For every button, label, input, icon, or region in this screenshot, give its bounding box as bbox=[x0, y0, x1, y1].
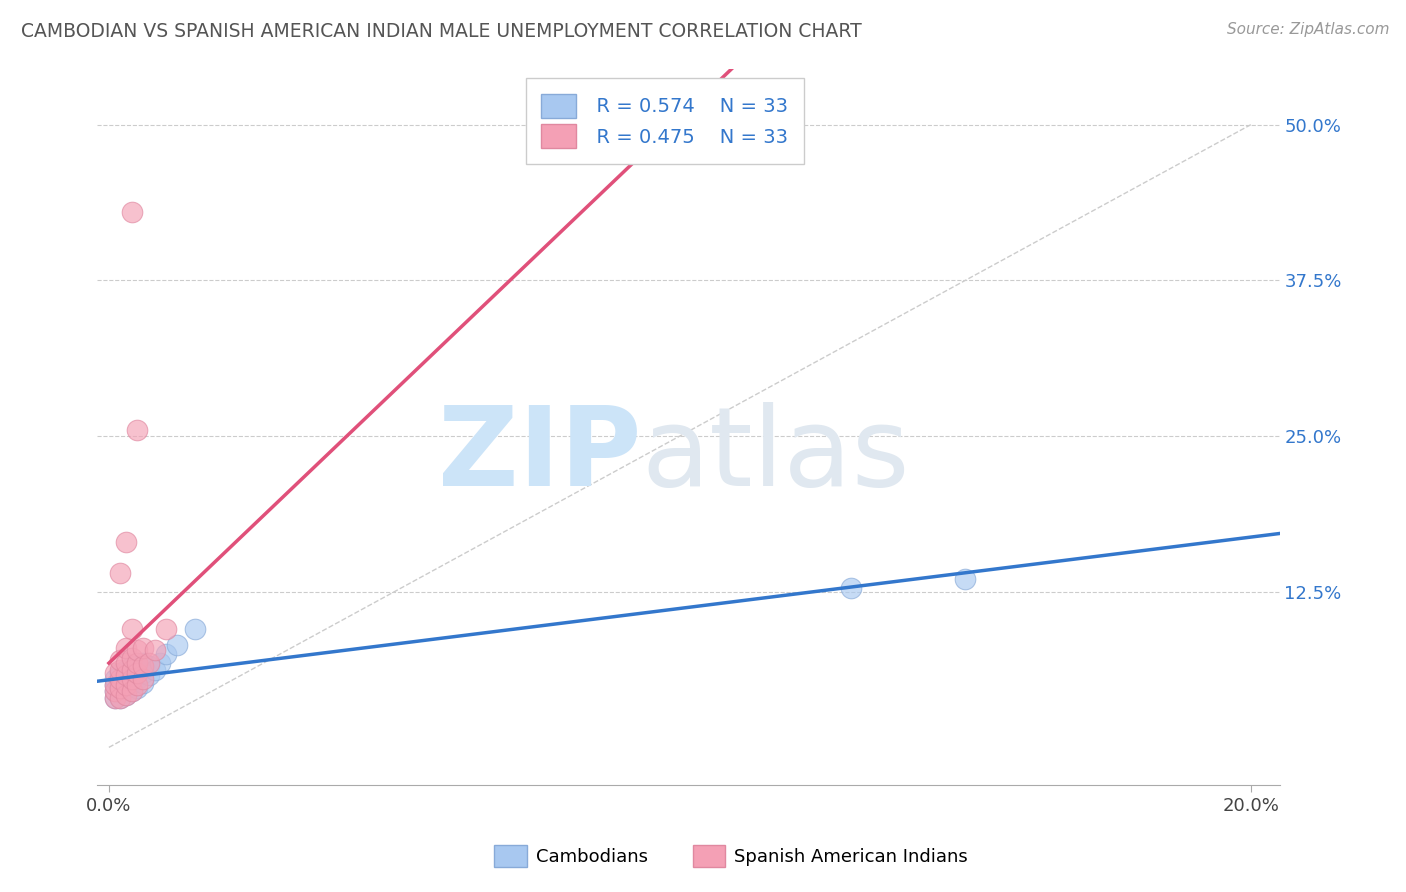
Point bbox=[115, 678, 138, 692]
Point bbox=[104, 665, 127, 680]
Point bbox=[127, 656, 149, 670]
Point bbox=[138, 656, 160, 670]
Text: ZIP: ZIP bbox=[437, 401, 641, 508]
Point bbox=[110, 566, 132, 580]
Point bbox=[121, 650, 143, 665]
Point bbox=[132, 672, 155, 686]
Point bbox=[115, 668, 138, 682]
Point bbox=[110, 684, 132, 698]
Point bbox=[110, 678, 132, 692]
Point bbox=[115, 681, 138, 695]
Point bbox=[115, 675, 138, 690]
Point bbox=[104, 684, 127, 698]
Point bbox=[104, 678, 127, 692]
Point bbox=[127, 423, 149, 437]
Point bbox=[143, 643, 166, 657]
Point bbox=[110, 663, 132, 677]
Point bbox=[104, 690, 127, 705]
Point bbox=[127, 672, 149, 686]
Point bbox=[121, 204, 143, 219]
Legend:   R = 0.574    N = 33,   R = 0.475    N = 33: R = 0.574 N = 33, R = 0.475 N = 33 bbox=[526, 78, 804, 163]
Point bbox=[155, 622, 177, 636]
Point bbox=[115, 656, 138, 670]
Point bbox=[132, 665, 155, 680]
Point bbox=[127, 643, 149, 657]
Text: Source: ZipAtlas.com: Source: ZipAtlas.com bbox=[1226, 22, 1389, 37]
Point bbox=[166, 638, 188, 652]
Point bbox=[121, 684, 143, 698]
Point bbox=[115, 663, 138, 677]
Point bbox=[110, 672, 132, 686]
Point bbox=[110, 653, 132, 667]
Point bbox=[138, 668, 160, 682]
Point bbox=[110, 690, 132, 705]
Point bbox=[121, 684, 143, 698]
Point bbox=[104, 690, 127, 705]
Point bbox=[143, 663, 166, 677]
Point bbox=[132, 675, 155, 690]
Point bbox=[127, 663, 149, 677]
Point bbox=[104, 684, 127, 698]
Point bbox=[127, 681, 149, 695]
Point bbox=[110, 681, 132, 695]
Text: atlas: atlas bbox=[641, 401, 910, 508]
Point bbox=[127, 678, 149, 692]
Point bbox=[127, 665, 149, 680]
Point bbox=[110, 690, 132, 705]
Point bbox=[121, 668, 143, 682]
Point bbox=[115, 534, 138, 549]
Point bbox=[104, 672, 127, 686]
Point bbox=[955, 572, 977, 586]
Point bbox=[149, 656, 172, 670]
Point bbox=[121, 675, 143, 690]
Point bbox=[115, 640, 138, 655]
Point bbox=[121, 663, 143, 677]
Legend: Cambodians, Spanish American Indians: Cambodians, Spanish American Indians bbox=[486, 838, 976, 874]
Point bbox=[110, 672, 132, 686]
Point bbox=[110, 665, 132, 680]
Point bbox=[104, 678, 127, 692]
Point bbox=[839, 581, 862, 595]
Point bbox=[138, 659, 160, 673]
Point bbox=[155, 647, 177, 661]
Point bbox=[115, 688, 138, 702]
Point bbox=[132, 640, 155, 655]
Point bbox=[121, 672, 143, 686]
Point bbox=[115, 688, 138, 702]
Text: CAMBODIAN VS SPANISH AMERICAN INDIAN MALE UNEMPLOYMENT CORRELATION CHART: CAMBODIAN VS SPANISH AMERICAN INDIAN MAL… bbox=[21, 22, 862, 41]
Point bbox=[121, 659, 143, 673]
Point bbox=[132, 656, 155, 670]
Point bbox=[183, 622, 205, 636]
Point bbox=[121, 622, 143, 636]
Point bbox=[132, 659, 155, 673]
Point bbox=[115, 668, 138, 682]
